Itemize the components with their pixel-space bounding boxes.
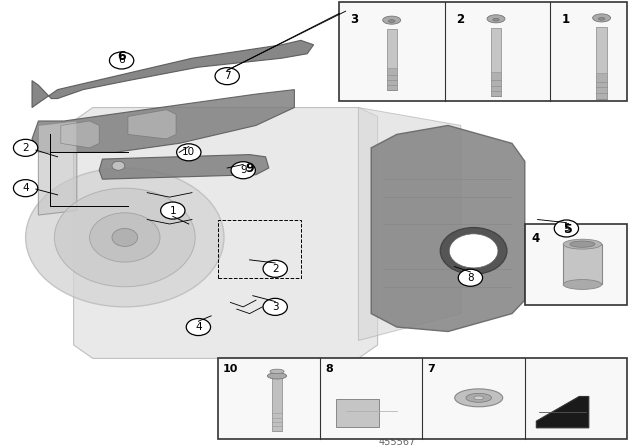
Polygon shape bbox=[371, 125, 525, 332]
Ellipse shape bbox=[598, 17, 605, 20]
Bar bbox=[387, 69, 397, 90]
Circle shape bbox=[13, 139, 38, 156]
Text: 6: 6 bbox=[117, 50, 126, 64]
Polygon shape bbox=[128, 110, 176, 139]
Text: 5: 5 bbox=[564, 223, 573, 236]
Text: 8: 8 bbox=[467, 273, 474, 283]
Bar bbox=[596, 27, 607, 99]
Text: 1: 1 bbox=[561, 13, 570, 26]
Text: 4: 4 bbox=[22, 183, 29, 193]
Bar bbox=[387, 29, 397, 90]
Text: 9: 9 bbox=[245, 162, 254, 176]
Bar bbox=[491, 28, 501, 96]
Bar bbox=[272, 375, 282, 431]
Ellipse shape bbox=[466, 393, 492, 402]
Polygon shape bbox=[32, 40, 314, 108]
Ellipse shape bbox=[383, 16, 401, 24]
Circle shape bbox=[263, 260, 287, 277]
FancyBboxPatch shape bbox=[525, 224, 627, 305]
Circle shape bbox=[440, 228, 507, 274]
Ellipse shape bbox=[474, 396, 484, 400]
Text: 8: 8 bbox=[325, 364, 333, 374]
Polygon shape bbox=[61, 121, 99, 148]
Text: 6: 6 bbox=[118, 56, 125, 65]
Polygon shape bbox=[74, 108, 378, 358]
Ellipse shape bbox=[268, 373, 287, 379]
Ellipse shape bbox=[270, 369, 284, 374]
Text: 7: 7 bbox=[428, 364, 435, 374]
Text: 4: 4 bbox=[195, 322, 202, 332]
Text: 4: 4 bbox=[531, 232, 540, 245]
Circle shape bbox=[237, 161, 250, 170]
Polygon shape bbox=[38, 121, 77, 215]
Bar bbox=[491, 72, 501, 96]
FancyBboxPatch shape bbox=[339, 2, 627, 101]
Circle shape bbox=[458, 269, 483, 286]
Circle shape bbox=[112, 161, 125, 170]
Circle shape bbox=[231, 162, 255, 179]
Circle shape bbox=[215, 68, 239, 85]
Polygon shape bbox=[32, 90, 294, 152]
Text: 5: 5 bbox=[563, 224, 570, 233]
Polygon shape bbox=[358, 108, 461, 340]
Text: 2: 2 bbox=[272, 264, 278, 274]
Ellipse shape bbox=[388, 20, 395, 22]
Polygon shape bbox=[536, 396, 589, 428]
Text: 1: 1 bbox=[170, 206, 176, 215]
Ellipse shape bbox=[487, 15, 505, 23]
Circle shape bbox=[554, 220, 579, 237]
Circle shape bbox=[449, 234, 498, 268]
Circle shape bbox=[26, 168, 224, 307]
Bar bbox=[563, 244, 602, 284]
Text: 10: 10 bbox=[182, 147, 195, 157]
FancyBboxPatch shape bbox=[336, 399, 380, 427]
Bar bbox=[596, 73, 607, 99]
Circle shape bbox=[177, 144, 201, 161]
Text: 455567: 455567 bbox=[378, 437, 415, 447]
Circle shape bbox=[186, 319, 211, 336]
Polygon shape bbox=[99, 155, 269, 179]
Text: 9: 9 bbox=[240, 165, 246, 175]
Ellipse shape bbox=[563, 239, 602, 249]
Text: 3: 3 bbox=[350, 13, 358, 26]
Ellipse shape bbox=[493, 18, 499, 21]
Circle shape bbox=[263, 298, 287, 315]
Circle shape bbox=[112, 228, 138, 246]
Ellipse shape bbox=[563, 280, 602, 289]
Text: 10: 10 bbox=[223, 364, 238, 374]
Text: 2: 2 bbox=[456, 13, 464, 26]
Circle shape bbox=[54, 188, 195, 287]
Circle shape bbox=[109, 52, 134, 69]
Circle shape bbox=[161, 202, 185, 219]
Text: 7: 7 bbox=[224, 71, 230, 81]
Ellipse shape bbox=[593, 14, 611, 22]
Circle shape bbox=[90, 213, 160, 262]
FancyBboxPatch shape bbox=[218, 358, 627, 439]
Ellipse shape bbox=[570, 241, 595, 247]
Text: 2: 2 bbox=[22, 143, 29, 153]
Ellipse shape bbox=[454, 389, 502, 407]
Text: 3: 3 bbox=[272, 302, 278, 312]
Circle shape bbox=[13, 180, 38, 197]
